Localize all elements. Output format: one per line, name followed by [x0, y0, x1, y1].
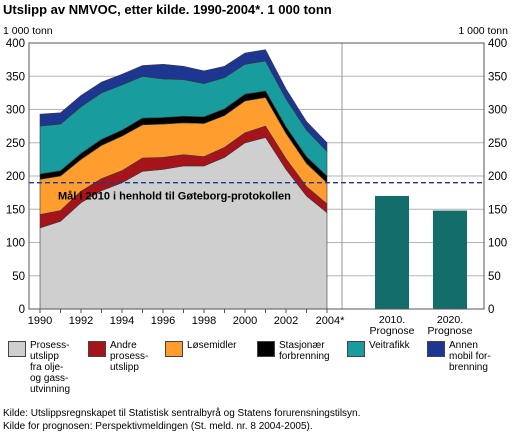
y-tick-label-right: 250: [488, 138, 507, 150]
x-tick-label: 2004*: [316, 315, 345, 327]
x-tick-label: 1994: [110, 315, 134, 327]
legend-label: Veitrafikk: [369, 340, 410, 351]
prognosis-label: 2010.: [379, 314, 405, 326]
legend-swatch: [427, 341, 445, 357]
y-tick-label-left: 250: [6, 138, 25, 150]
prognosis-label: Prognose: [370, 325, 415, 337]
prognosis-label: Prognose: [428, 325, 473, 337]
legend-label: Andre prosess- utslipp: [110, 340, 149, 373]
prognosis-label: 2020.: [437, 314, 463, 326]
target-line-label: Mål i 2010 i henhold til Gøteborg-protok…: [58, 191, 291, 203]
legend-swatch: [257, 341, 275, 357]
area-series-5: [39, 49, 328, 153]
chart-title: Utslipp av NMVOC, etter kilde. 1990-2004…: [3, 2, 332, 17]
x-tick-label: 1998: [192, 315, 216, 327]
legend-label: Løsemidler: [187, 340, 237, 351]
y-tick-label-right: 300: [488, 105, 507, 117]
legend-item-veitrafikk: Veitrafikk: [347, 340, 410, 357]
legend-swatch: [8, 341, 26, 357]
y-tick-label-left: 400: [6, 38, 25, 50]
legend-swatch: [88, 341, 106, 357]
y-axis-unit-right: 1 000 tonn: [458, 25, 508, 37]
y-tick-label-right: 150: [488, 204, 507, 216]
y-tick-label-right: 350: [488, 71, 507, 83]
y-tick-label-right: 50: [488, 271, 501, 283]
legend-label: Annen mobil for- brenning: [449, 340, 491, 373]
source-note-prognosis: Kilde for prognosen: Perspektivmeldingen…: [3, 421, 313, 432]
x-tick-label: 1996: [151, 315, 175, 327]
legend-item-prosessutslipp-olje-gass: Prosess- utslipp fra olje- og gass- utvi…: [8, 340, 70, 395]
y-tick-label-left: 200: [6, 171, 25, 183]
y-tick-label-left: 350: [6, 71, 25, 83]
y-tick-label-left: 300: [6, 105, 25, 117]
legend-item-stasjonaer-forbrenning: Stasjonær forbrenning: [257, 340, 330, 362]
x-tick-label: 1990: [28, 315, 52, 327]
y-axis-unit-left: 1 000 tonn: [3, 25, 53, 37]
legend-item-andre-prosessutslipp: Andre prosess- utslipp: [88, 340, 148, 373]
legend-label: Stasjonær forbrenning: [279, 340, 330, 362]
y-tick-label-right: 400: [488, 38, 507, 50]
x-tick-label: 2002: [274, 315, 298, 327]
legend-item-annen-mobil-forbrenning: Annen mobil for- brenning: [427, 340, 491, 373]
prognosis-bar: [375, 195, 409, 309]
y-tick-label-right: 0: [488, 304, 494, 316]
source-note: Kilde: Utslippsregnskapet til Statistisk…: [3, 408, 361, 419]
legend-swatch: [347, 341, 365, 357]
y-tick-label-right: 200: [488, 171, 507, 183]
legend-label: Prosess- utslipp fra olje- og gass- utvi…: [30, 340, 71, 395]
y-tick-label-left: 50: [12, 271, 25, 283]
x-tick-label: 2000: [233, 315, 257, 327]
prognosis-bar: [433, 210, 467, 309]
y-tick-label-left: 100: [6, 238, 25, 250]
x-tick-label: 1992: [69, 315, 93, 327]
legend-swatch: [165, 341, 183, 357]
y-tick-label-right: 100: [488, 238, 507, 250]
y-tick-label-left: 0: [19, 304, 25, 316]
y-tick-label-left: 150: [6, 204, 25, 216]
legend-item-losemidler: Løsemidler: [165, 340, 236, 357]
plot-frame: [28, 42, 485, 310]
